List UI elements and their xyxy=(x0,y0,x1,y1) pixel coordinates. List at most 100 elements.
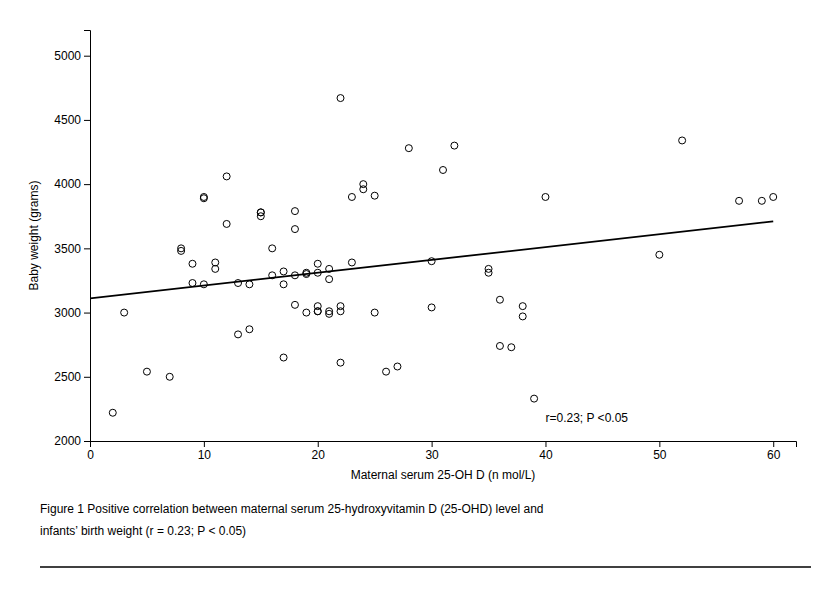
point xyxy=(508,344,515,351)
point xyxy=(314,308,321,315)
point xyxy=(519,313,526,320)
point xyxy=(326,310,333,317)
point xyxy=(542,193,549,200)
tick-mark xyxy=(773,441,774,447)
tick-mark xyxy=(659,441,660,447)
tick: 0 xyxy=(87,441,94,462)
tick: 5000 xyxy=(54,49,90,63)
point xyxy=(280,268,287,275)
point xyxy=(371,309,378,316)
tick-label: 10 xyxy=(198,448,212,462)
x-axis: 0 10 20 30 40 50 60 xyxy=(87,441,796,462)
point xyxy=(519,303,526,310)
point xyxy=(212,265,219,272)
point xyxy=(405,145,412,152)
point xyxy=(303,309,310,316)
tick: 20 xyxy=(312,441,326,462)
tick-mark xyxy=(84,184,90,185)
tick: 30 xyxy=(425,441,439,462)
point xyxy=(736,197,743,204)
point xyxy=(337,359,344,366)
tick-mark xyxy=(545,441,546,447)
y-axis-label: Baby weight (grams) xyxy=(27,180,41,290)
y-axis: 2000 2500 3000 3500 4000 4500 5000 xyxy=(54,31,90,449)
point xyxy=(440,166,447,173)
regression-line xyxy=(90,221,773,298)
point xyxy=(770,193,777,200)
plot-area xyxy=(90,95,777,417)
rule xyxy=(40,566,811,568)
axis-line xyxy=(84,31,91,442)
point xyxy=(257,213,264,220)
point xyxy=(291,208,298,215)
tick-mark xyxy=(204,441,205,447)
point xyxy=(235,331,242,338)
tick: 10 xyxy=(198,441,212,462)
tick-mark xyxy=(84,120,90,121)
tick: 4500 xyxy=(54,113,90,127)
tick-mark xyxy=(432,441,433,447)
point xyxy=(314,308,321,315)
point xyxy=(679,137,686,144)
caption: infants’ birth weight (r = 0.23; P < 0.0… xyxy=(40,524,246,538)
point xyxy=(348,259,355,266)
tick-label: 30 xyxy=(425,448,439,462)
point xyxy=(531,395,538,402)
tick: 50 xyxy=(653,441,667,462)
tick: 3500 xyxy=(54,242,90,256)
point xyxy=(758,197,765,204)
point xyxy=(348,193,355,200)
tick: 2500 xyxy=(54,370,90,384)
point xyxy=(189,280,196,287)
annotation: r=0.23; P <0.05 xyxy=(545,411,628,425)
tick-label: 4000 xyxy=(54,177,81,191)
caption: Figure 1 Positive correlation between ma… xyxy=(40,502,544,516)
point xyxy=(337,303,344,310)
point xyxy=(143,368,150,375)
tick-label: 5000 xyxy=(54,49,81,63)
point xyxy=(496,342,503,349)
tick-label: 2000 xyxy=(54,434,81,448)
point xyxy=(246,281,253,288)
tick-label: 40 xyxy=(539,448,553,462)
point xyxy=(291,301,298,308)
tick: 60 xyxy=(767,441,781,462)
point xyxy=(451,142,458,149)
point xyxy=(246,326,253,333)
tick-mark xyxy=(318,441,319,447)
tick: 2000 xyxy=(54,434,90,448)
tick: 40 xyxy=(539,441,553,462)
point xyxy=(360,181,367,188)
tick-label: 60 xyxy=(767,448,781,462)
point xyxy=(178,247,185,254)
point xyxy=(223,220,230,227)
tick-label: 50 xyxy=(653,448,667,462)
point xyxy=(166,373,173,380)
x-axis-label: Maternal serum 25-OH D (n mol/L) xyxy=(351,468,536,482)
tick-label: 4500 xyxy=(54,113,81,127)
points xyxy=(109,95,776,417)
point xyxy=(326,276,333,283)
tick-mark xyxy=(84,377,90,378)
point xyxy=(109,409,116,416)
point xyxy=(280,354,287,361)
point xyxy=(314,260,321,267)
point xyxy=(371,192,378,199)
tick-label: 2500 xyxy=(54,370,81,384)
point xyxy=(223,173,230,180)
tick-label: 3000 xyxy=(54,306,81,320)
point xyxy=(280,281,287,288)
point xyxy=(291,226,298,233)
tick-mark xyxy=(84,441,90,442)
point xyxy=(496,296,503,303)
tick-mark xyxy=(84,313,90,314)
point xyxy=(121,309,128,316)
tick: 3000 xyxy=(54,306,90,320)
point xyxy=(383,368,390,375)
tick-label: 0 xyxy=(87,448,94,462)
tick-mark xyxy=(84,248,90,249)
point xyxy=(656,251,663,258)
axis-line xyxy=(91,442,797,448)
point xyxy=(189,260,196,267)
point xyxy=(269,245,276,252)
